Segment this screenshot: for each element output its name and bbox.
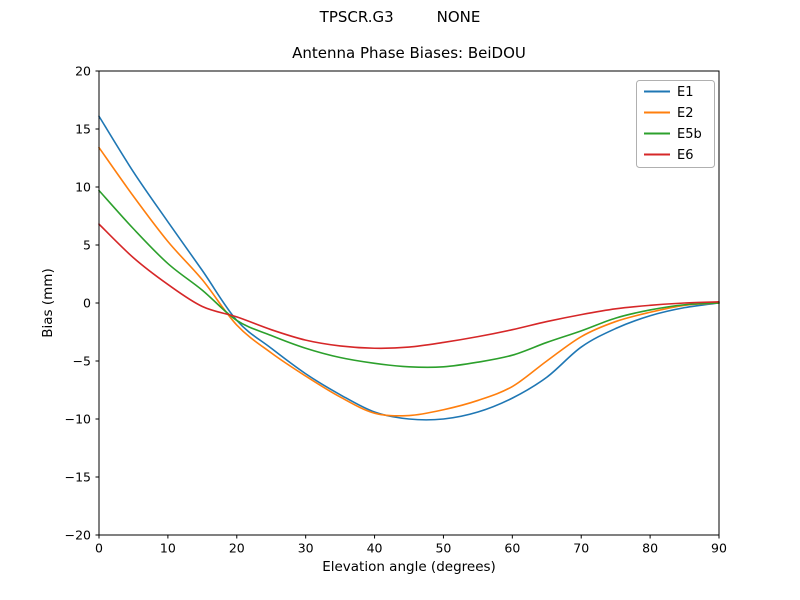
y-tick-label: −15 — [65, 470, 91, 485]
series-line-E1 — [98, 115, 720, 421]
legend-label-E6: E6 — [677, 148, 694, 163]
x-tick-label: 20 — [229, 541, 245, 556]
y-tick-label: 10 — [75, 180, 91, 195]
series-line-E6 — [98, 223, 720, 350]
x-tick-label: 60 — [504, 541, 520, 556]
x-axis-label: Elevation angle (degrees) — [322, 559, 496, 575]
x-tick-label: 70 — [573, 541, 589, 556]
legend-label-E1: E1 — [677, 85, 694, 100]
x-tick-label: 40 — [367, 541, 383, 556]
y-tick-label: 0 — [83, 296, 91, 311]
plot-area — [98, 70, 720, 536]
x-tick-label: 90 — [711, 541, 727, 556]
x-tick-label: 10 — [160, 541, 176, 556]
series-line-E2 — [98, 146, 720, 417]
suptitle: TPSCR.G3 NONE — [319, 8, 481, 26]
x-tick-label: 50 — [435, 541, 451, 556]
y-tick-label: 20 — [75, 64, 91, 79]
legend-label-E5b: E5b — [677, 127, 702, 142]
y-tick-label: −5 — [73, 354, 91, 369]
y-tick-label: −10 — [65, 412, 91, 427]
x-tick-label: 30 — [298, 541, 314, 556]
legend-box — [636, 80, 715, 168]
series-line-E5b — [98, 189, 720, 369]
y-tick-label: 15 — [75, 122, 91, 137]
axes-title: Antenna Phase Biases: BeiDOU — [292, 44, 526, 62]
x-tick-label: 0 — [95, 541, 103, 556]
y-tick-label: −20 — [65, 528, 91, 543]
x-tick-label: 80 — [642, 541, 658, 556]
legend-label-E2: E2 — [677, 106, 694, 121]
y-tick-label: 5 — [83, 238, 91, 253]
